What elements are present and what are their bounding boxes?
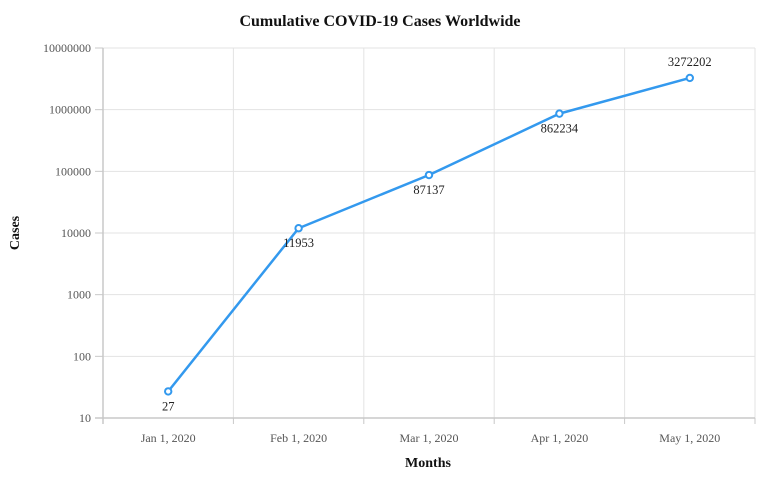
y-tick-label: 1000 xyxy=(67,288,91,302)
data-point[interactable] xyxy=(164,387,173,396)
x-tick-label: Apr 1, 2020 xyxy=(531,431,589,445)
y-tick-label: 10000 xyxy=(61,226,91,240)
data-label: 27 xyxy=(162,399,175,413)
chart-title: Cumulative COVID-19 Cases Worldwide xyxy=(239,13,520,30)
x-axis: Jan 1, 2020 Feb 1, 2020 Mar 1, 2020 Apr 1, … xyxy=(95,417,756,445)
grid-lines xyxy=(103,47,756,419)
x-tick-label: Feb 1, 2020 xyxy=(270,431,327,445)
y-tick-label: 100 xyxy=(73,349,91,363)
y-axis-title: Cases xyxy=(8,215,23,250)
x-tick-label: May 1, 2020 xyxy=(659,431,720,445)
y-tick-label: 100000 xyxy=(55,164,91,178)
y-tick-label: 10000000 xyxy=(43,41,91,55)
data-label: 3272202 xyxy=(668,55,712,69)
data-point[interactable] xyxy=(685,73,694,83)
y-tick-label: 1000000 xyxy=(49,103,91,117)
data-label: 11953 xyxy=(283,236,314,250)
data-point[interactable] xyxy=(555,109,564,118)
data-point[interactable] xyxy=(424,170,434,180)
data-series: 27 11953 87137 862234 3272202 xyxy=(162,55,712,413)
y-axis: 10 100 1000 10000 100000 1000000 10000000 xyxy=(43,41,104,425)
x-tick-label: Jan 1, 2020 xyxy=(141,431,196,445)
x-axis-title: Months xyxy=(405,456,451,471)
series-line xyxy=(167,76,691,393)
data-label: 87137 xyxy=(413,183,444,197)
y-tick-label: 10 xyxy=(79,411,91,425)
data-point[interactable] xyxy=(294,224,303,233)
data-label: 862234 xyxy=(541,122,579,136)
x-tick-label: Mar 1, 2020 xyxy=(400,431,459,445)
